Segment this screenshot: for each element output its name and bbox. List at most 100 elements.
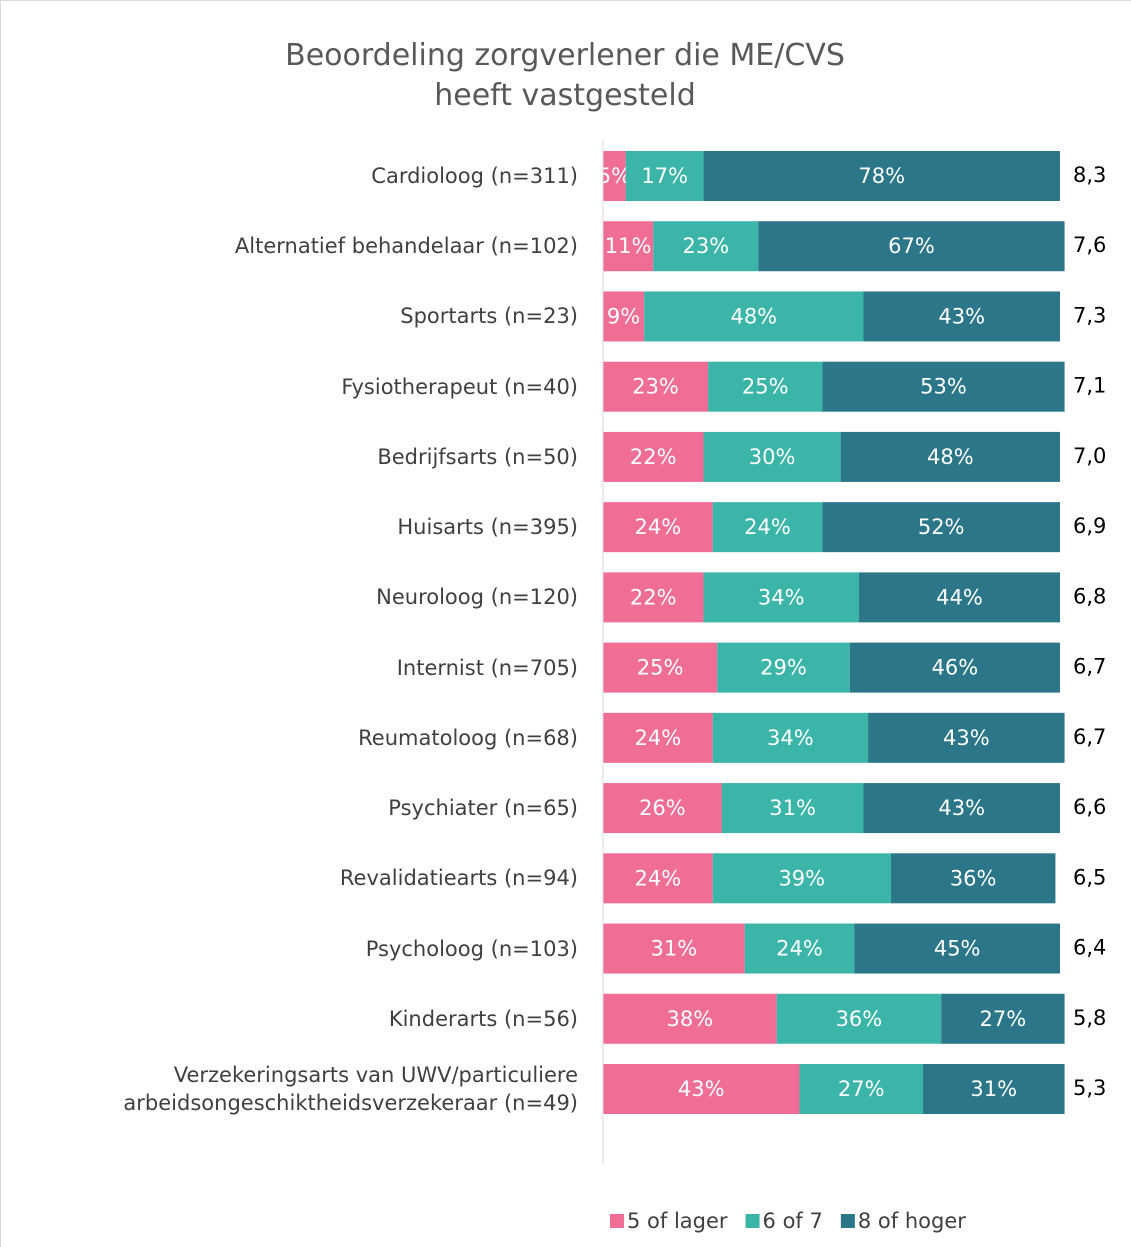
data-label: 36%	[950, 866, 997, 890]
data-label: 78%	[858, 164, 905, 188]
bar-segment	[854, 923, 1060, 974]
bar-segment	[890, 853, 1056, 904]
bar-segment	[603, 502, 713, 553]
average-label: 7,1	[1073, 374, 1106, 398]
data-label: 24%	[634, 515, 681, 539]
average-label: 5,8	[1073, 1006, 1106, 1030]
legend-label: 6 of 7	[763, 1209, 823, 1233]
bar-segment	[712, 502, 823, 553]
data-label: 38%	[666, 1007, 713, 1031]
average-label: 7,6	[1073, 233, 1106, 257]
bar-segment	[703, 151, 1060, 201]
data-label: 31%	[769, 796, 816, 820]
bar-segment	[603, 993, 777, 1044]
category-label: Reumatoloog (n=68)	[358, 725, 578, 750]
average-label: 5,3	[1073, 1076, 1106, 1100]
data-label: 9%	[607, 304, 640, 328]
bar-segment	[603, 221, 654, 272]
data-label: 43%	[938, 304, 985, 328]
bar-segment	[822, 502, 1060, 553]
data-label: 25%	[742, 375, 789, 399]
legend-swatch	[840, 1214, 855, 1228]
data-label: 23%	[682, 234, 729, 258]
bar-segment	[712, 853, 891, 904]
bar-segment	[776, 993, 942, 1044]
legend-swatch	[610, 1214, 624, 1228]
data-label: 53%	[920, 375, 967, 399]
category-label: Huisarts (n=395)	[397, 515, 578, 540]
data-label: 22%	[630, 585, 677, 609]
category-label: Verzekeringsarts van UWV/particuliere ar…	[123, 1062, 578, 1115]
bar-segment	[922, 1063, 1065, 1114]
legend-label: 8 of hoger	[858, 1209, 966, 1233]
bar-segment	[653, 221, 759, 272]
category-label: Cardioloog (n=311)	[371, 164, 578, 188]
average-label: 7,3	[1073, 303, 1106, 327]
category-label: Bedrijfsarts (n=50)	[377, 444, 578, 469]
data-label: 30%	[749, 445, 796, 469]
average-label: 6,7	[1073, 655, 1106, 679]
data-label: 43%	[943, 726, 990, 750]
data-label: 17%	[641, 164, 688, 188]
data-label: 24%	[744, 515, 791, 539]
category-label: Kinderarts (n=56)	[388, 1006, 578, 1031]
average-label: 8,3	[1073, 163, 1106, 187]
average-label: 6,6	[1073, 795, 1106, 819]
bar-segment	[717, 642, 850, 693]
data-label: 43%	[938, 796, 985, 820]
bar-segment	[703, 431, 841, 482]
data-label: 52%	[918, 515, 965, 539]
data-label: 29%	[760, 656, 807, 680]
category-label: Revalidatiearts (n=94)	[339, 866, 578, 891]
legend-label: 5 of lager	[627, 1209, 728, 1233]
bar-segment	[712, 712, 869, 763]
chart-title: Beoordeling zorgverlener die ME/CVS heef…	[285, 38, 845, 113]
average-label: 6,4	[1073, 936, 1106, 960]
bar-segment	[840, 431, 1060, 482]
average-label: 6,7	[1073, 725, 1106, 749]
bar-segment	[644, 291, 864, 342]
category-label: Neuroloog (n=120)	[376, 585, 578, 610]
bar-segment	[603, 783, 722, 834]
bar-segment	[863, 291, 1060, 342]
bar-segment	[858, 572, 1060, 623]
data-label: 48%	[927, 445, 974, 469]
bar-segment	[603, 151, 626, 201]
legend-swatch	[745, 1214, 760, 1228]
bar-segment	[603, 853, 713, 904]
data-label: 46%	[932, 656, 979, 680]
bar-segment	[603, 572, 704, 623]
category-label: Psychiater (n=65)	[388, 796, 578, 821]
bar-segment	[744, 923, 855, 974]
bar-segment	[721, 783, 864, 834]
bar-segment	[863, 783, 1060, 834]
data-label: 26%	[639, 796, 686, 820]
data-label: 34%	[758, 585, 805, 609]
bar-segment	[603, 923, 745, 974]
data-label: 25%	[637, 656, 684, 680]
bar-segment	[708, 361, 823, 412]
data-label: 11%	[605, 234, 652, 258]
bar-segment	[758, 221, 1065, 272]
category-label: Psycholoog (n=103)	[365, 936, 578, 961]
bar-segment	[603, 291, 645, 342]
bar-segment	[868, 712, 1065, 763]
bar-segment	[799, 1063, 923, 1114]
title-box: Beoordeling zorgverlener die ME/CVS heef…	[285, 38, 845, 113]
data-label: 24%	[776, 937, 823, 961]
bar-segment	[603, 1063, 800, 1114]
category-label: Fysiotherapeut (n=40)	[341, 374, 578, 399]
data-label: 22%	[630, 445, 677, 469]
bar-segment	[603, 642, 718, 693]
bar-segment	[703, 572, 859, 623]
bar-segment	[822, 361, 1065, 412]
data-label: 48%	[730, 304, 777, 328]
bar-segment	[849, 642, 1060, 693]
category-label: Alternatief behandelaar (n=102)	[234, 234, 578, 259]
data-label: 23%	[632, 375, 679, 399]
data-label: 27%	[838, 1077, 885, 1101]
data-label: 43%	[678, 1077, 725, 1101]
category-label: Internist (n=705)	[396, 655, 578, 680]
